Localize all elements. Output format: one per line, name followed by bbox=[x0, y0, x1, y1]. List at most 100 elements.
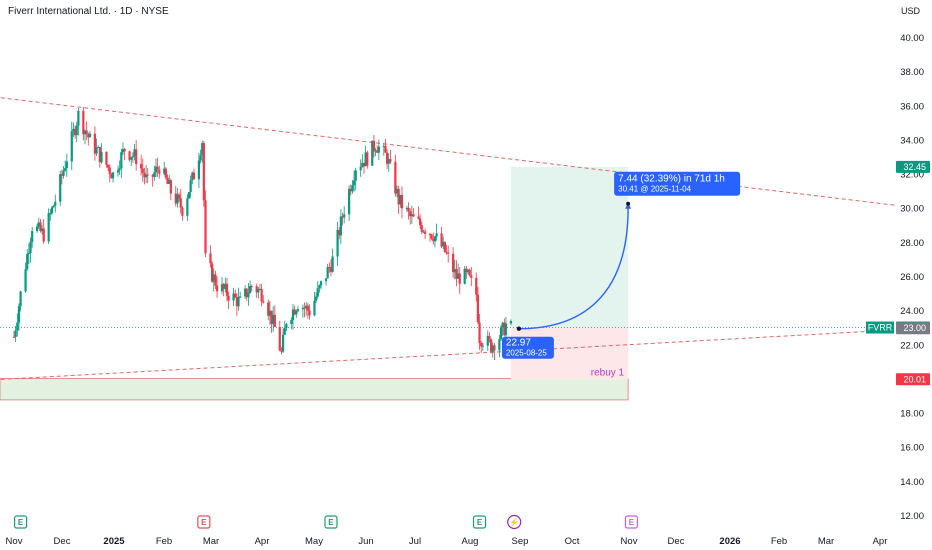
price-badge bbox=[896, 322, 930, 335]
x-tick-label: Jul bbox=[409, 536, 421, 547]
price-badge-symbol bbox=[866, 321, 894, 334]
x-tick-label: Dec bbox=[668, 536, 685, 547]
candle-body bbox=[463, 268, 466, 284]
candle-body bbox=[281, 334, 285, 352]
candle-body bbox=[52, 205, 55, 208]
candle-body bbox=[158, 169, 161, 174]
candle-body bbox=[384, 145, 387, 153]
price-badge bbox=[896, 373, 930, 386]
candle-body bbox=[476, 294, 479, 323]
candle-body bbox=[366, 152, 369, 166]
event-icon-label: E bbox=[477, 518, 483, 527]
candle-body bbox=[154, 166, 158, 173]
candle-body bbox=[352, 180, 356, 186]
candle-body bbox=[214, 274, 217, 286]
candle-body bbox=[50, 207, 54, 214]
y-tick-label: 26.00 bbox=[900, 272, 924, 283]
candle-body bbox=[131, 156, 134, 158]
price-badge-value: 23.00 bbox=[903, 323, 926, 333]
earnings-event-icon bbox=[324, 515, 338, 529]
candle-body bbox=[371, 140, 374, 166]
candle-body bbox=[232, 293, 235, 301]
candle-body bbox=[313, 300, 316, 316]
candle-body bbox=[488, 335, 491, 340]
x-axis: Nov Dec 2025 Feb Mar Apr May Jun Jul Aug Sep Oct Nov… bbox=[6, 536, 888, 547]
candle-body bbox=[348, 188, 351, 215]
candle-body bbox=[245, 288, 248, 298]
candle-body bbox=[118, 168, 121, 171]
candle-body bbox=[120, 152, 123, 169]
candle-body bbox=[372, 140, 375, 152]
candle-body bbox=[409, 211, 412, 217]
candle-body bbox=[62, 170, 65, 176]
candle-body bbox=[296, 309, 300, 312]
candle-body bbox=[336, 230, 339, 257]
candle-body bbox=[111, 172, 115, 179]
candle-body bbox=[70, 131, 73, 162]
candle-body bbox=[204, 200, 207, 254]
candle-body bbox=[116, 170, 120, 173]
candle-body bbox=[100, 151, 103, 163]
price-badge bbox=[896, 160, 930, 173]
candle-body bbox=[386, 152, 389, 164]
candle-body bbox=[445, 251, 448, 253]
candle-body bbox=[465, 268, 468, 273]
candle-body bbox=[140, 163, 143, 169]
y-tick-label: 34.00 bbox=[900, 135, 924, 146]
candle-body bbox=[141, 168, 144, 173]
candle-body bbox=[452, 253, 455, 273]
candle-body bbox=[83, 130, 87, 135]
y-tick-label: 22.00 bbox=[900, 340, 924, 351]
candle-body bbox=[260, 288, 263, 302]
candle-body bbox=[121, 148, 125, 153]
candle-body bbox=[215, 285, 219, 292]
candle-body bbox=[328, 267, 331, 269]
x-tick-label: Jun bbox=[358, 536, 373, 547]
candle-body bbox=[40, 228, 44, 232]
candle-body bbox=[395, 189, 399, 194]
candle-body bbox=[301, 307, 305, 310]
candles-layer bbox=[12, 107, 513, 361]
candle-body bbox=[475, 277, 478, 295]
candle-body bbox=[29, 242, 32, 253]
dividend-event-icon bbox=[507, 514, 522, 530]
candle-body bbox=[410, 214, 413, 217]
candle-body bbox=[64, 168, 67, 171]
candle-body bbox=[128, 151, 131, 160]
candle-body bbox=[273, 314, 276, 328]
candle-body bbox=[443, 241, 446, 252]
candle-body bbox=[153, 172, 156, 177]
candle-body bbox=[197, 160, 200, 180]
candle-body bbox=[49, 213, 52, 215]
x-tick-label: Mar bbox=[203, 536, 219, 547]
candle-body bbox=[455, 269, 458, 279]
candle-body bbox=[19, 291, 22, 307]
candle-body bbox=[179, 198, 182, 208]
candle-body bbox=[168, 180, 171, 184]
candle-body bbox=[98, 146, 101, 163]
x-tick-label: Nov bbox=[621, 536, 638, 547]
projection-start-price: 22.97 bbox=[506, 338, 531, 349]
candle-body bbox=[239, 296, 242, 298]
candle-body bbox=[504, 323, 508, 336]
candle-body bbox=[382, 145, 385, 147]
x-tick-label: Feb bbox=[771, 536, 787, 547]
projection-end-change: 7.44 (32.39%) in 71d 1h bbox=[618, 174, 725, 185]
candle-body bbox=[419, 218, 422, 226]
candle-body bbox=[349, 188, 352, 192]
candle-body bbox=[24, 269, 27, 292]
candle-body bbox=[212, 274, 215, 282]
price-badge-symbol-text: FVRR bbox=[868, 323, 893, 333]
candle-body bbox=[220, 284, 224, 292]
candle-body bbox=[324, 278, 328, 282]
candle-body bbox=[480, 343, 483, 347]
candle-body bbox=[268, 310, 271, 316]
candle-body bbox=[468, 269, 471, 276]
candle-body bbox=[163, 168, 166, 174]
candle-body bbox=[316, 288, 319, 297]
candle-body bbox=[405, 207, 409, 209]
projection-curve bbox=[518, 207, 629, 330]
candle-body bbox=[422, 231, 425, 233]
y-tick-label: 16.00 bbox=[900, 443, 924, 454]
